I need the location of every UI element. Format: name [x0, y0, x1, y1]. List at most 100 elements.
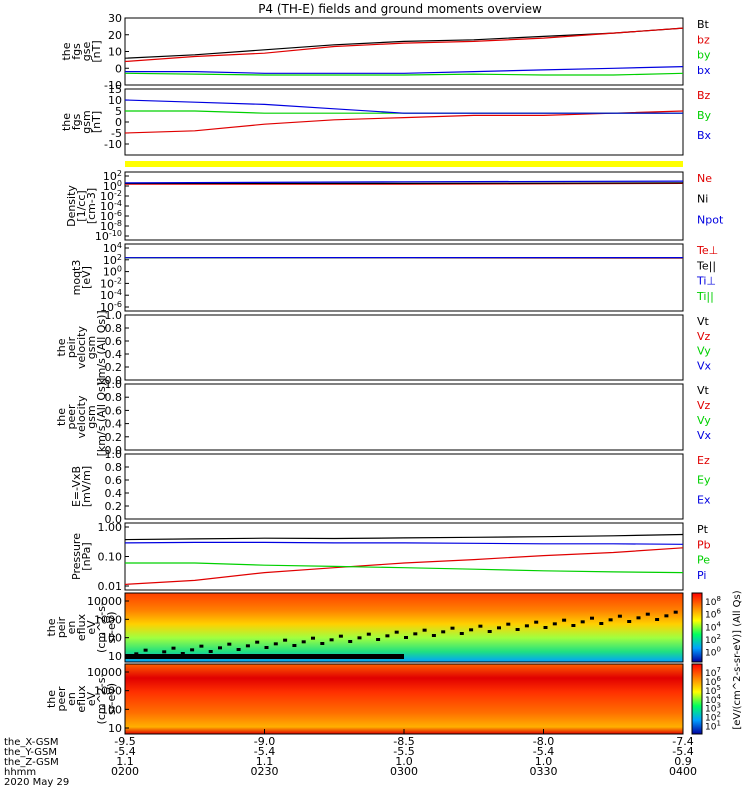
spectrogram-dark-pixel: [292, 644, 297, 647]
y-tick-label: 0.2: [105, 500, 123, 513]
spectrogram-dark-pixel: [599, 622, 604, 625]
spectrogram-dark-pixel: [245, 644, 250, 648]
x-tick-label: -8.5: [393, 735, 414, 748]
colorbar-tick-label: 100: [705, 646, 721, 659]
spectrogram-dark-pixel: [134, 652, 139, 656]
y-axis-label-line: [mV/m]: [80, 466, 93, 507]
chart-title: P4 (TH-E) fields and ground moments over…: [258, 2, 542, 16]
spectrogram-dark-pixel: [645, 612, 650, 616]
x-tick-label: 0300: [390, 765, 418, 778]
x-tick-label: -5.4: [672, 745, 693, 758]
x-tick-label: 1.0: [535, 755, 553, 768]
colorbar-tick-exponent: 1: [716, 720, 720, 728]
x-row-label: the_X-GSM: [4, 737, 58, 748]
colorbar-tick-exponent: 6: [716, 675, 721, 683]
colorbar-tick-label: 102: [705, 633, 721, 646]
y-axis-label: Density[1/cc][cm-3]: [65, 185, 98, 227]
x-tick-label: 0400: [669, 765, 697, 778]
y-tick-label: 0.0: [105, 444, 123, 457]
y-axis-label-line: gsm: [85, 405, 98, 428]
spectrogram-dark-pixel: [636, 616, 641, 620]
y-tick-label: 0.0: [105, 374, 123, 387]
y-axis-label-line: (cm^2-s-: [95, 602, 108, 653]
y-tick-label: 0: [115, 116, 122, 129]
y-axis-label-line: Density: [65, 185, 78, 227]
y-tick-exponent: -8: [114, 219, 122, 228]
y-tick-label: 1.00: [98, 521, 123, 534]
y-tick-label: 0.8: [105, 391, 123, 404]
y-tick-label: 1.0: [105, 448, 123, 461]
spectrogram-dark-pixel: [338, 634, 343, 638]
x-tick-label: -5.4: [114, 745, 135, 758]
y-tick-label: 0.0: [105, 513, 123, 526]
y-tick-exponent: -6: [114, 209, 122, 218]
spectrogram-dark-pixel: [171, 646, 176, 650]
y-tick-label: 5: [115, 105, 122, 118]
x-tick-label: 0.9: [674, 755, 692, 768]
y-tick-label: 0: [115, 62, 122, 75]
spectrogram-dark-pixel: [357, 636, 362, 640]
spectrogram-dark-pixel: [441, 630, 446, 634]
spectrogram-dark-pixel: [487, 630, 492, 633]
spectrogram-dark-pixel: [478, 624, 483, 628]
legend-Vx: Vx: [697, 359, 712, 372]
spectrogram-dark-pixel: [673, 610, 678, 614]
spectrogram-dark-pixel: [450, 626, 455, 630]
y-axis-label-line: peer: [55, 686, 68, 712]
colorbar-tick-exponent: 3: [716, 702, 720, 710]
spectrogram-dark-pixel: [329, 638, 334, 642]
spectrogram-dark-pixel: [431, 634, 436, 637]
panel-frame: [124, 592, 684, 663]
spectrogram-dark-pixel: [394, 630, 399, 634]
y-tick-label: 0.01: [98, 580, 123, 593]
spectrogram-dark-pixel: [283, 638, 288, 642]
spectrogram-dark-pixel: [664, 614, 669, 618]
series-Pt: [124, 533, 684, 541]
panel-frame: [124, 383, 684, 451]
x-tick-label: 0200: [111, 765, 139, 778]
legend-Ex: Ex: [697, 493, 711, 506]
y-axis-label-line: fgs: [70, 43, 83, 60]
spectrogram-dark-band: [125, 654, 404, 659]
series-bz: [124, 27, 684, 63]
y-axis-label: moqt3[eV]: [70, 260, 93, 296]
y-tick-exponent: 2: [117, 253, 122, 262]
y-axis-label-line: velocity: [75, 395, 88, 438]
legend-Ey: Ey: [697, 474, 711, 487]
spectrogram-dark-pixel: [627, 620, 632, 623]
legend-by: by: [697, 49, 711, 62]
legend-Vy: Vy: [697, 345, 711, 358]
y-axis-label-line: gsm: [80, 110, 93, 133]
x-tick-label: -5.4: [254, 745, 275, 758]
spectrogram-dark-pixel: [534, 620, 539, 624]
y-axis-label-line: velocity: [75, 326, 88, 369]
y-axis-label-line: en: [65, 692, 78, 706]
y-tick-label: 0.4: [105, 487, 123, 500]
y-axis-label-line: eV: [85, 620, 98, 635]
spectrogram-dark-pixel: [608, 618, 613, 622]
x-tick-label: 1.1: [256, 755, 274, 768]
panel-frame: [124, 314, 684, 381]
legend-Ni: Ni: [697, 193, 708, 206]
legend-Vt: Vt: [697, 315, 710, 328]
colorbar-tick-label: 108: [705, 595, 721, 608]
legend-Pi: Pi: [697, 569, 706, 582]
spectrogram-dark-pixel: [255, 640, 260, 644]
y-axis-label-line: E=-VxB: [70, 466, 83, 507]
y-tick-label: 10: [108, 650, 122, 663]
y-tick-exponent: 0: [117, 179, 122, 188]
x-tick-label: -9.5: [114, 735, 135, 748]
y-axis-label-line: peer: [65, 404, 78, 430]
legend-Bx: Bx: [697, 129, 712, 142]
y-axis-label-line: [nPa]: [80, 542, 93, 570]
y-tick-label: 1.0: [105, 378, 123, 391]
series-Npot: [124, 180, 684, 184]
legend-Vy: Vy: [697, 414, 711, 427]
y-axis-label-line: fgs: [70, 113, 83, 130]
colorbar-tick-exponent: 7: [716, 666, 720, 674]
colorbar-tick-exponent: 2: [716, 633, 720, 641]
